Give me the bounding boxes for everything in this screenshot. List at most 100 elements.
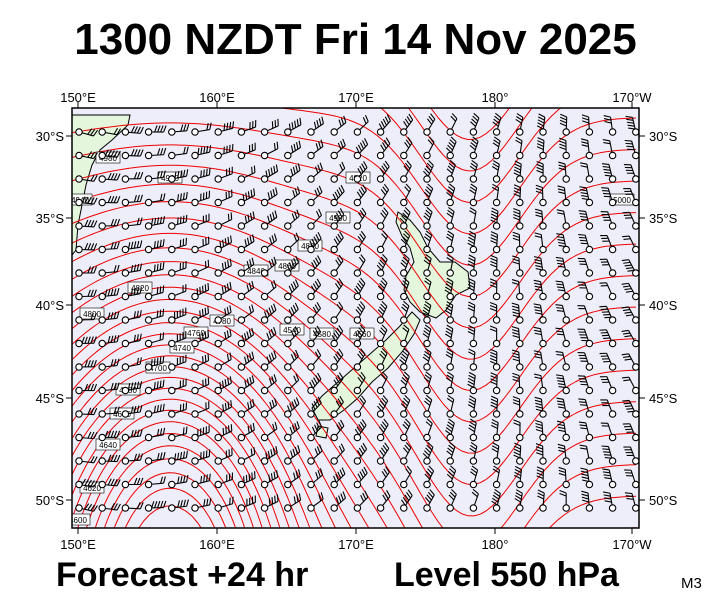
- wind-barb: [330, 184, 345, 207]
- wind-barb: [237, 351, 255, 371]
- contour-label: 4580: [309, 327, 335, 340]
- wind-barb: [533, 303, 547, 324]
- wind-barb: [446, 441, 456, 465]
- wind-barb: [191, 122, 212, 136]
- wind-barb: [444, 277, 454, 301]
- wind-barb: [284, 397, 300, 418]
- wind-barb: [556, 397, 570, 418]
- contour-line: [430, 108, 510, 140]
- wind-barb: [400, 418, 411, 442]
- wind-barb: [376, 324, 388, 348]
- wind-barb: [581, 490, 594, 512]
- wind-barb: [191, 145, 212, 160]
- wind-barb: [168, 123, 190, 136]
- wind-barb: [513, 207, 524, 230]
- wind-barb: [376, 348, 388, 371]
- wind-barb: [353, 277, 366, 301]
- wind-barb: [330, 348, 344, 371]
- wind-barb: [468, 418, 478, 442]
- wind-barb: [191, 190, 211, 207]
- wind-barb: [237, 399, 255, 418]
- wind-barb: [400, 113, 414, 136]
- wind-barb: [98, 406, 120, 418]
- wind-barb: [601, 187, 617, 207]
- wind-barb: [75, 503, 98, 512]
- wind-barb: [534, 373, 547, 395]
- wind-barb: [603, 115, 617, 136]
- wind-barb: [121, 126, 144, 136]
- wind-barb: [121, 171, 144, 183]
- wind-barb: [144, 452, 166, 465]
- wind-barb: [376, 183, 390, 207]
- wind-barb: [353, 301, 366, 324]
- wind-barb: [75, 289, 97, 301]
- wind-barb: [237, 447, 256, 465]
- wind-barb: [512, 372, 524, 395]
- wind-barb: [144, 262, 165, 277]
- wind-barb: [284, 140, 302, 160]
- lon-label-top-170w: 170°W: [612, 90, 652, 105]
- wind-barb: [307, 349, 322, 371]
- wind-barb: [121, 194, 143, 207]
- wind-barb: [168, 169, 189, 183]
- wind-barb: [168, 499, 189, 512]
- wind-barb: [284, 279, 299, 301]
- wind-barb: [214, 143, 234, 160]
- wind-barb: [330, 208, 345, 230]
- wind-barb: [599, 282, 617, 301]
- wind-barb: [75, 312, 97, 324]
- wind-barb: [446, 254, 454, 277]
- wind-barb: [599, 329, 617, 348]
- wind-barb: [191, 401, 210, 418]
- wind-barb: [98, 358, 120, 371]
- wind-barb: [237, 211, 255, 230]
- lat-label-right-50s: 50°S: [649, 493, 678, 508]
- wind-barb: [514, 465, 524, 489]
- wind-barb: [578, 398, 594, 418]
- wind-barb: [144, 427, 166, 442]
- contour-line: [72, 164, 637, 329]
- wind-barb: [469, 183, 478, 207]
- wind-barb: [555, 280, 570, 301]
- wind-barb: [489, 278, 501, 301]
- wind-barb: [423, 465, 435, 489]
- wind-barb: [98, 127, 122, 136]
- svg-text:4700: 4700: [149, 364, 167, 373]
- wind-barb: [214, 328, 232, 348]
- wind-barb: [376, 160, 390, 183]
- wind-barb: [621, 306, 639, 324]
- wind-barb: [260, 374, 277, 395]
- chart-title: 1300 NZDT Fri 14 Nov 2025: [74, 15, 637, 64]
- wind-barb: [400, 136, 413, 160]
- lat-label-left-45s: 45°S: [36, 391, 65, 406]
- wind-barb: [353, 490, 369, 512]
- wind-barb: [623, 188, 639, 207]
- wind-barb: [75, 128, 99, 137]
- wind-barb: [260, 233, 277, 254]
- map-ticks: [66, 102, 645, 534]
- wind-barb: [307, 116, 324, 136]
- wind-barb: [446, 159, 456, 183]
- wind-barb: [260, 398, 278, 418]
- wind-barb: [533, 350, 547, 371]
- contour-label: 4900: [325, 211, 351, 224]
- wind-barb: [558, 161, 570, 183]
- wind-barb: [191, 425, 210, 442]
- wind-barb: [400, 183, 412, 207]
- wind-barb: [121, 263, 143, 277]
- wind-barb: [168, 146, 189, 160]
- wind-barb: [330, 419, 345, 442]
- wind-barb: [491, 183, 501, 207]
- wind-barb: [98, 502, 121, 512]
- wind-barb: [191, 306, 210, 324]
- wind-barb: [512, 396, 524, 418]
- wind-barb: [121, 217, 143, 230]
- wind-barb: [467, 371, 478, 395]
- lat-label-right-35s: 35°S: [649, 211, 678, 226]
- wind-barb: [446, 488, 457, 512]
- wind-barb: [144, 170, 166, 183]
- wind-barb: [580, 162, 594, 183]
- wind-barb: [376, 371, 388, 395]
- wind-barb: [376, 300, 388, 324]
- wind-barb: [330, 138, 346, 160]
